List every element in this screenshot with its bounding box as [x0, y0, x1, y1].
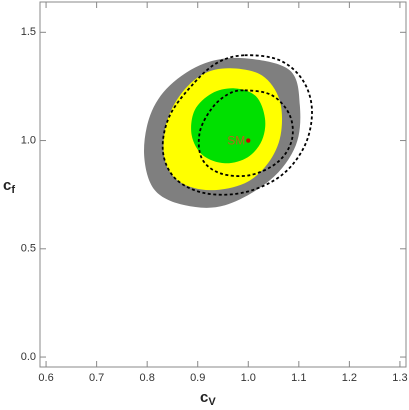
plot-frame — [39, 1, 407, 368]
x-tick-label: 1.1 — [291, 372, 306, 384]
y-tick-label: 1.0 — [21, 134, 36, 146]
x-tick-label: 0.9 — [190, 372, 205, 384]
y-axis-label: cf — [3, 177, 15, 196]
y-axis-label-main: c — [3, 177, 11, 194]
x-tick-label: 0.7 — [89, 372, 104, 384]
x-axis-label: cV — [200, 389, 216, 408]
y-tick-label: 0.0 — [21, 351, 36, 363]
x-tick-label: 1.0 — [241, 372, 256, 384]
x-tick-label: 1.3 — [392, 372, 407, 384]
x-tick-label: 0.8 — [140, 372, 155, 384]
x-tick-label: 0.6 — [38, 372, 53, 384]
dashed-contour — [197, 89, 294, 178]
x-axis-label-main: c — [200, 389, 208, 406]
y-tick-label: 1.5 — [21, 26, 36, 38]
filled-contour — [191, 88, 266, 164]
sm-point — [246, 138, 251, 143]
x-tick-label: 1.2 — [342, 372, 357, 384]
x-axis-label-sub: V — [208, 396, 216, 408]
y-tick-label: 0.5 — [21, 243, 36, 255]
y-axis-label-sub: f — [11, 184, 15, 196]
dashed-contour — [161, 54, 313, 196]
sm-label: SM — [227, 134, 245, 148]
